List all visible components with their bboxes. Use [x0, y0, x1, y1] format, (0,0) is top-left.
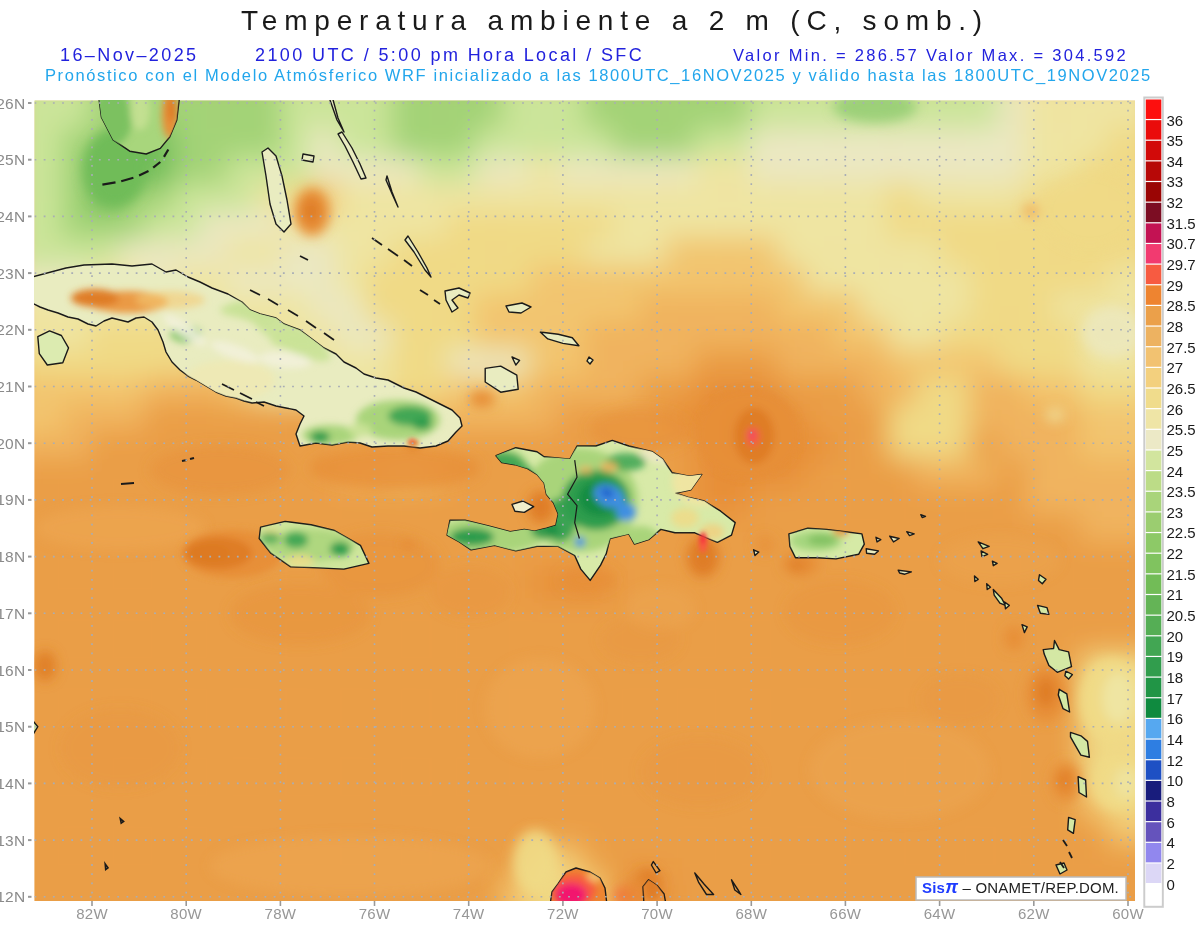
svg-text:22N: 22N — [0, 321, 26, 338]
svg-text:4: 4 — [1167, 834, 1175, 851]
svg-text:8: 8 — [1167, 793, 1175, 810]
svg-text:Pronóstico con el Modelo Atmós: Pronóstico con el Modelo Atmósferico WRF… — [45, 66, 1152, 85]
svg-text:26: 26 — [1167, 401, 1184, 418]
svg-text:16: 16 — [1167, 710, 1184, 727]
svg-text:16N: 16N — [0, 662, 26, 679]
svg-text:68W: 68W — [735, 905, 767, 922]
svg-text:6: 6 — [1167, 814, 1175, 831]
svg-text:23.5: 23.5 — [1167, 483, 1196, 500]
svg-text:60W: 60W — [1112, 905, 1144, 922]
svg-text:Valor Min. = 286.57 Valor Max: Valor Min. = 286.57 Valor Max. = 304.592 — [733, 46, 1128, 64]
svg-text:13N: 13N — [0, 832, 26, 849]
svg-text:0: 0 — [1167, 876, 1175, 893]
svg-text:22.5: 22.5 — [1167, 524, 1196, 541]
svg-text:18N: 18N — [0, 548, 26, 565]
svg-text:26N: 26N — [0, 95, 26, 112]
svg-text:31.5: 31.5 — [1167, 215, 1196, 232]
svg-text:21.5: 21.5 — [1167, 566, 1196, 583]
svg-text:18: 18 — [1167, 669, 1184, 686]
svg-text:80W: 80W — [170, 905, 202, 922]
svg-text:21N: 21N — [0, 378, 26, 395]
svg-text:22: 22 — [1167, 545, 1184, 562]
svg-text:21: 21 — [1167, 586, 1184, 603]
svg-text:17: 17 — [1167, 690, 1184, 707]
svg-text:26.5: 26.5 — [1167, 380, 1196, 397]
svg-text:28.5: 28.5 — [1167, 297, 1196, 314]
svg-text:33: 33 — [1167, 173, 1184, 190]
svg-text:82W: 82W — [76, 905, 108, 922]
svg-text:23: 23 — [1167, 504, 1184, 521]
svg-text:17N: 17N — [0, 605, 26, 622]
svg-text:76W: 76W — [359, 905, 391, 922]
svg-text:16–Nov–2025: 16–Nov–2025 — [60, 45, 199, 65]
svg-text:66W: 66W — [830, 905, 862, 922]
svg-text:70W: 70W — [641, 905, 673, 922]
svg-text:10: 10 — [1167, 772, 1184, 789]
svg-text:32: 32 — [1167, 194, 1184, 211]
svg-text:24N: 24N — [0, 208, 26, 225]
svg-text:19N: 19N — [0, 491, 26, 508]
svg-text:20N: 20N — [0, 435, 26, 452]
svg-text:29.7: 29.7 — [1167, 256, 1196, 273]
svg-text:Temperatura ambiente a 2 m (C,: Temperatura ambiente a 2 m (C, somb.) — [241, 5, 989, 36]
svg-text:36: 36 — [1167, 112, 1184, 129]
svg-text:Sisπ – ONAMET/REP.DOM.: Sisπ – ONAMET/REP.DOM. — [922, 877, 1119, 897]
svg-text:27.5: 27.5 — [1167, 339, 1196, 356]
svg-text:64W: 64W — [924, 905, 956, 922]
svg-text:20.5: 20.5 — [1167, 607, 1196, 624]
svg-text:2: 2 — [1167, 855, 1175, 872]
svg-text:29: 29 — [1167, 277, 1184, 294]
svg-text:2100 UTC / 5:00 pm Hora Local: 2100 UTC / 5:00 pm Hora Local / SFC — [255, 45, 644, 65]
svg-text:35: 35 — [1167, 132, 1184, 149]
svg-text:24: 24 — [1167, 463, 1184, 480]
svg-text:14N: 14N — [0, 775, 26, 792]
svg-text:25.5: 25.5 — [1167, 421, 1196, 438]
svg-text:23N: 23N — [0, 265, 26, 282]
svg-text:25N: 25N — [0, 151, 26, 168]
svg-text:12N: 12N — [0, 888, 26, 905]
svg-text:74W: 74W — [453, 905, 485, 922]
svg-text:62W: 62W — [1018, 905, 1050, 922]
svg-text:19: 19 — [1167, 648, 1184, 665]
svg-text:78W: 78W — [265, 905, 297, 922]
svg-text:27: 27 — [1167, 359, 1184, 376]
svg-text:28: 28 — [1167, 318, 1184, 335]
svg-text:34: 34 — [1167, 153, 1184, 170]
svg-text:30.7: 30.7 — [1167, 235, 1196, 252]
svg-text:15N: 15N — [0, 718, 26, 735]
svg-text:20: 20 — [1167, 628, 1184, 645]
svg-text:12: 12 — [1167, 752, 1184, 769]
svg-text:14: 14 — [1167, 731, 1184, 748]
svg-text:25: 25 — [1167, 442, 1184, 459]
svg-text:72W: 72W — [547, 905, 579, 922]
